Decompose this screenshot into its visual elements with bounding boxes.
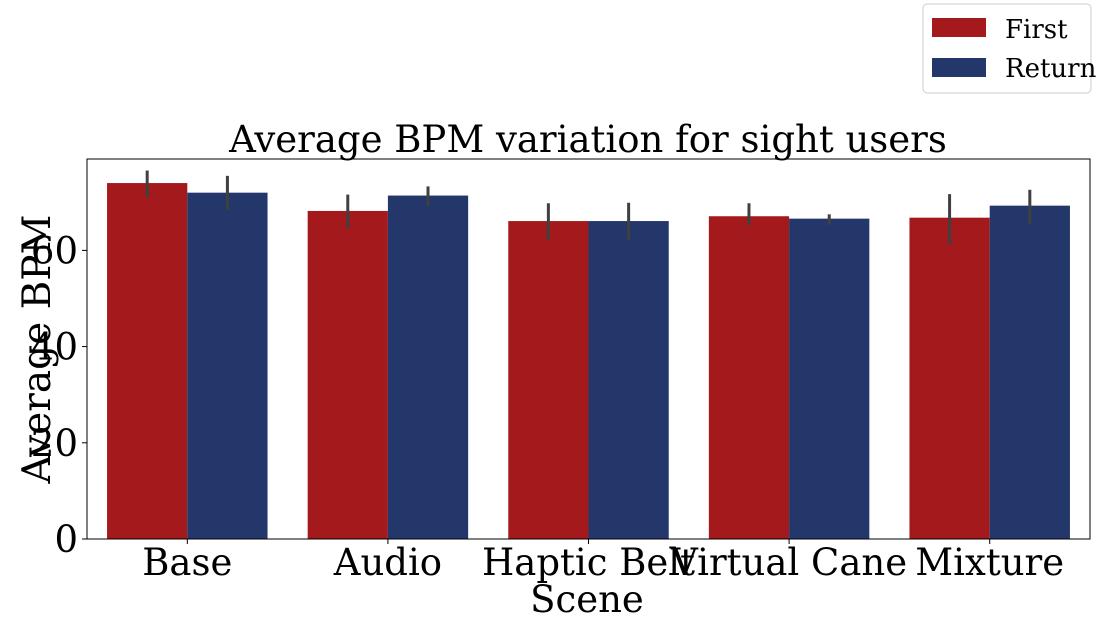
legend: First Return [922, 3, 1097, 94]
bar-return-audio [387, 195, 469, 540]
y-tick-label-20: 20 [31, 422, 78, 465]
bar-first-base [107, 183, 188, 539]
bar-return-haptic-belt [588, 221, 669, 539]
y-tick-label-0: 0 [54, 518, 78, 561]
bar-first-mixture [909, 217, 990, 540]
legend-swatch-first [932, 18, 986, 37]
legend-label-return: Return [1005, 54, 1097, 84]
bar-return-virtual-cane [789, 218, 870, 539]
y-tick-label-40: 40 [31, 326, 78, 369]
bar-first-virtual-cane [708, 216, 790, 539]
y-axis-label: Average BPM [15, 215, 60, 485]
x-tick-label-virtual-cane: Virtual Cane [670, 541, 907, 584]
x-tick-label-audio: Audio [333, 541, 442, 584]
error-bars-layer [145, 170, 1032, 245]
bar-first-audio [307, 210, 388, 539]
x-tick-label-haptic-belt: Haptic Belt [482, 541, 695, 584]
y-axis: 0 20 40 60 [31, 229, 87, 561]
bar-first-haptic-belt [508, 221, 589, 539]
bars-layer [107, 183, 1070, 540]
chart-title: Average BPM variation for sight users [228, 118, 947, 161]
x-tick-label-mixture: Mixture [915, 541, 1064, 584]
legend-label-first: First [1005, 15, 1068, 45]
bar-return-mixture [989, 205, 1070, 539]
legend-swatch-return [932, 58, 986, 77]
y-tick-label-60: 60 [31, 229, 78, 272]
bar-return-base [187, 192, 268, 539]
x-axis-label: Scene [530, 578, 644, 621]
x-tick-label-base: Base [142, 541, 232, 584]
